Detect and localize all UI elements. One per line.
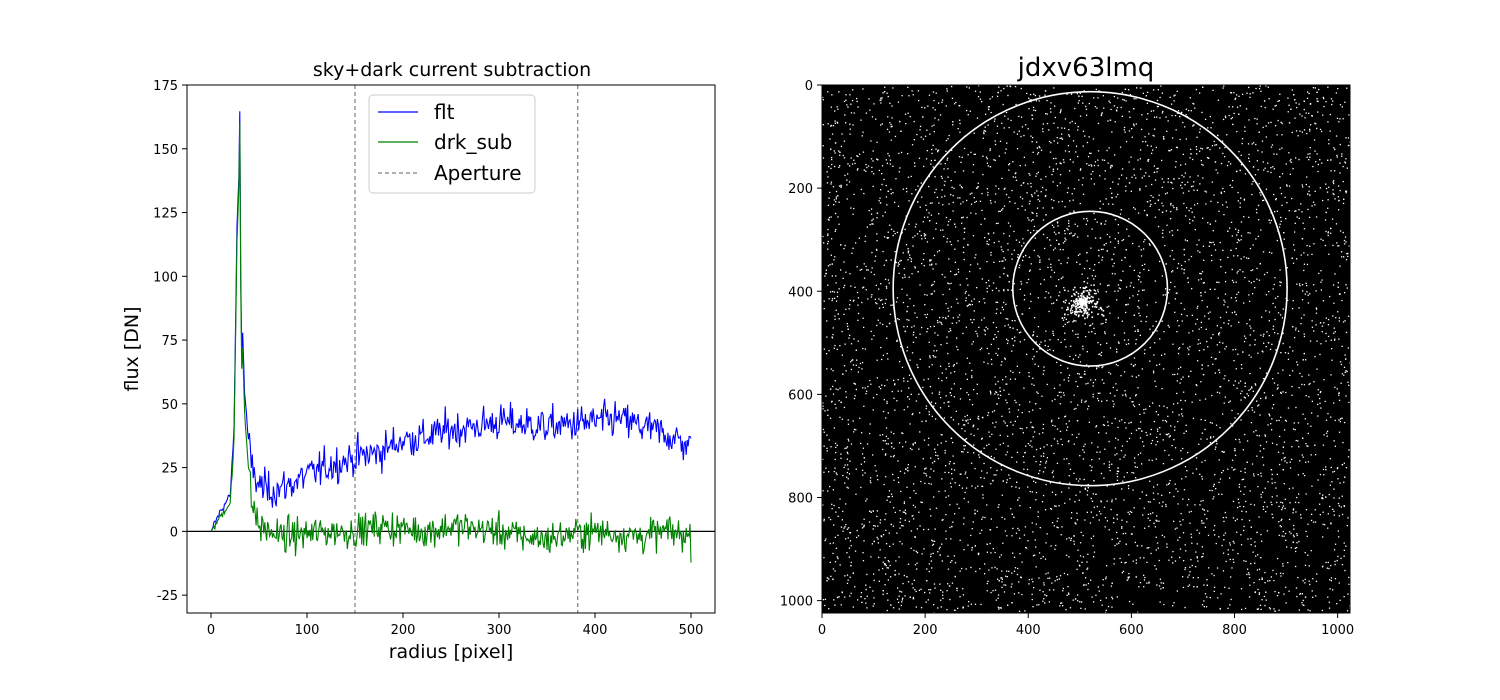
x-tick-label: 300 — [487, 623, 512, 638]
x-axis-title: radius [pixel] — [389, 641, 514, 663]
image-y-tick-label: 400 — [788, 285, 813, 300]
x-tick-label: 100 — [295, 623, 320, 638]
y-tick-label: 175 — [153, 79, 178, 94]
image-y-tick-label: 0 — [805, 79, 813, 94]
image-x-tick-label: 400 — [1016, 623, 1041, 638]
y-tick-label: 125 — [153, 207, 178, 222]
image-y-tick-label: 1000 — [780, 595, 813, 610]
legend-label-aperture: Aperture — [434, 161, 522, 185]
image-x-tick-label: 200 — [913, 623, 938, 638]
image-x-tick-label: 600 — [1119, 623, 1144, 638]
outer-aperture-circle — [892, 90, 1288, 487]
y-tick-label: -25 — [157, 589, 178, 604]
legend-box — [368, 94, 536, 194]
source-core — [1079, 298, 1086, 305]
image-y-tick-label: 600 — [788, 388, 813, 403]
x-tick-label: 500 — [679, 623, 704, 638]
y-tick-label: 0 — [170, 525, 178, 540]
left-axes-ticks: 0 100 200 300 400 500 -25 0 25 50 75 100 125 150 175 — [153, 79, 703, 638]
y-tick-label: 100 — [153, 270, 178, 285]
series-line-flt — [210, 111, 692, 532]
image-x-tick-label: 1000 — [1321, 623, 1354, 638]
legend: flt drk_sub Aperture — [368, 94, 536, 194]
legend-label-drk-sub: drk_sub — [434, 130, 512, 154]
x-tick-label: 200 — [391, 623, 416, 638]
image-panel: jdxv63lmq 0 200 400 600 800 1000 0 200 400 600 800… — [780, 53, 1354, 638]
x-tick-label: 400 — [583, 623, 608, 638]
image-plot-area — [822, 85, 1350, 613]
image-background — [822, 85, 1350, 613]
image-title: jdxv63lmq — [1017, 53, 1155, 83]
legend-label-flt: flt — [434, 100, 455, 124]
image-x-tick-label: 800 — [1222, 623, 1247, 638]
x-tick-label: 0 — [207, 623, 215, 638]
y-tick-label: 25 — [161, 462, 178, 477]
y-axis-title: flux [DN] — [121, 307, 143, 392]
inner-aperture-circle — [1011, 210, 1169, 367]
y-tick-label: 150 — [153, 143, 178, 158]
image-y-tick-label: 800 — [788, 492, 813, 507]
radial-profile-chart: sky+dark current subtraction 0 100 200 300 4… — [121, 59, 716, 663]
series-line-drk-sub — [210, 122, 692, 563]
y-tick-label: 50 — [161, 398, 178, 413]
chart-title: sky+dark current subtraction — [313, 59, 591, 81]
y-tick-label: 75 — [161, 334, 178, 349]
left-axes-frame — [186, 84, 716, 614]
left-plot-area — [187, 85, 715, 613]
image-axes-frame — [821, 84, 1351, 614]
image-y-tick-label: 200 — [788, 182, 813, 197]
image-axes-ticks: 0 200 400 600 800 1000 0 200 400 600 800 1000 — [780, 79, 1354, 638]
image-x-tick-label: 0 — [818, 623, 826, 638]
